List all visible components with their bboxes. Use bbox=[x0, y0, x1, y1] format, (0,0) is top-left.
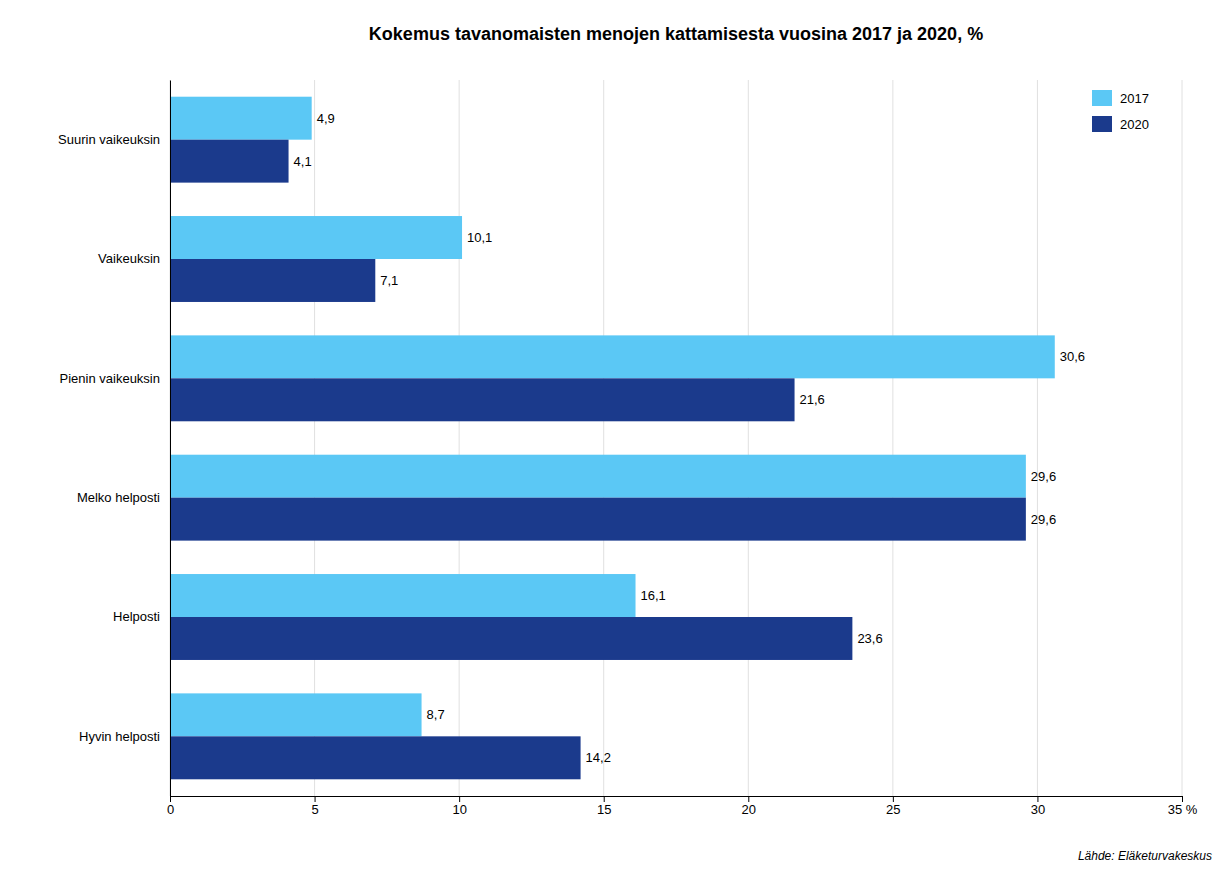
tick-label: Vaikeuksin bbox=[98, 251, 160, 266]
tick-label: 15 bbox=[597, 802, 611, 817]
data-label: 4,9 bbox=[317, 111, 335, 126]
bar bbox=[170, 335, 1055, 378]
tick: 5 bbox=[311, 796, 318, 817]
tick-mark bbox=[315, 796, 316, 802]
grid-line bbox=[1037, 80, 1038, 796]
data-label: 14,2 bbox=[586, 750, 611, 765]
tick-label: 5 bbox=[311, 802, 318, 817]
data-label: 23,6 bbox=[857, 631, 882, 646]
data-label: 29,6 bbox=[1031, 512, 1056, 527]
data-label: 30,6 bbox=[1060, 349, 1085, 364]
tick-label: Melko helposti bbox=[77, 490, 160, 505]
tick-label: 35 % bbox=[1168, 802, 1198, 817]
tick: Pienin vaikeuksin bbox=[60, 370, 170, 385]
bar bbox=[170, 617, 852, 660]
tick-mark bbox=[459, 796, 460, 802]
category-axis: Suurin vaikeuksin Vaikeuksin Pienin vaikeu… bbox=[58, 81, 170, 797]
tick: Hyvin helposti bbox=[79, 728, 170, 743]
grid-line bbox=[892, 80, 893, 796]
tick-label: Suurin vaikeuksin bbox=[58, 132, 160, 147]
tick-mark bbox=[893, 796, 894, 802]
tick-mark bbox=[604, 796, 605, 802]
legend-swatch bbox=[1092, 90, 1112, 106]
data-label: 21,6 bbox=[800, 392, 825, 407]
bar bbox=[170, 378, 795, 421]
grid-line bbox=[459, 80, 460, 796]
legend-swatch bbox=[1092, 116, 1112, 132]
legend-item: 2017 bbox=[1092, 90, 1149, 106]
data-label: 8,7 bbox=[427, 707, 445, 722]
series bbox=[170, 140, 1026, 780]
grid-line bbox=[170, 80, 171, 796]
data-label: 16,1 bbox=[641, 588, 666, 603]
tick: 30 bbox=[1031, 796, 1045, 817]
tick-label: 20 bbox=[742, 802, 756, 817]
legend-label: 2017 bbox=[1120, 91, 1149, 106]
tick-mark bbox=[1182, 796, 1183, 802]
legend-label: 2020 bbox=[1120, 117, 1149, 132]
tick: Vaikeuksin bbox=[98, 251, 170, 266]
bar bbox=[170, 736, 581, 779]
tick-label: 0 bbox=[167, 802, 174, 817]
series bbox=[170, 97, 1055, 737]
source: Lähde: Eläketurvakeskus bbox=[1078, 849, 1212, 863]
bars bbox=[170, 97, 1055, 780]
tick-mark bbox=[170, 796, 171, 802]
data-labels: 4,9 10,1 30,6 29,6 16,1 8,7 4,1 7,1 21,6 29,6 23,6… bbox=[294, 111, 1086, 766]
grid-line bbox=[603, 80, 604, 796]
value-axis: 0 5 10 15 20 25 30 35 % bbox=[167, 796, 1198, 817]
tick-label: 30 bbox=[1031, 802, 1045, 817]
tick-label: 25 bbox=[886, 802, 900, 817]
plot-area: 4,9 10,1 30,6 29,6 16,1 8,7 4,1 7,1 21,6 29,6 23,6… bbox=[58, 80, 1198, 817]
grid-line bbox=[314, 80, 315, 796]
grid-line bbox=[1182, 80, 1183, 796]
tick: 25 bbox=[886, 796, 900, 817]
tick: Helposti bbox=[113, 609, 170, 624]
tick-label: 10 bbox=[452, 802, 466, 817]
bar bbox=[170, 97, 312, 140]
grid bbox=[170, 80, 1182, 796]
bar bbox=[170, 216, 462, 259]
tick-label: Pienin vaikeuksin bbox=[60, 370, 160, 385]
bar bbox=[170, 140, 289, 183]
chart: 4,9 10,1 30,6 29,6 16,1 8,7 4,1 7,1 21,6 29,6 23,6… bbox=[0, 0, 1232, 876]
tick: 10 bbox=[452, 796, 466, 817]
legend: 2017 2020 bbox=[1092, 90, 1149, 132]
data-label: 10,1 bbox=[467, 230, 492, 245]
data-label: 4,1 bbox=[294, 154, 312, 169]
bar bbox=[170, 455, 1026, 498]
tick: Suurin vaikeuksin bbox=[58, 132, 170, 147]
bar bbox=[170, 693, 422, 736]
tick: 15 bbox=[597, 796, 611, 817]
bar bbox=[170, 574, 636, 617]
bar bbox=[170, 259, 375, 302]
tick-mark bbox=[748, 796, 749, 802]
title: Kokemus tavanomaisten menojen kattamises… bbox=[369, 24, 983, 44]
axis-line bbox=[170, 81, 171, 797]
grid-line bbox=[748, 80, 749, 796]
data-label: 7,1 bbox=[380, 273, 398, 288]
tick: 20 bbox=[742, 796, 756, 817]
tick-label: Hyvin helposti bbox=[79, 728, 160, 743]
bar bbox=[170, 498, 1026, 541]
legend-item: 2020 bbox=[1092, 116, 1149, 132]
tick: 0 bbox=[167, 796, 174, 817]
tick-mark bbox=[1037, 796, 1038, 802]
axis-line bbox=[171, 797, 1183, 803]
tick-label: Helposti bbox=[113, 609, 160, 624]
tick: Melko helposti bbox=[77, 490, 170, 505]
tick: 35 % bbox=[1168, 796, 1198, 817]
data-label: 29,6 bbox=[1031, 469, 1056, 484]
